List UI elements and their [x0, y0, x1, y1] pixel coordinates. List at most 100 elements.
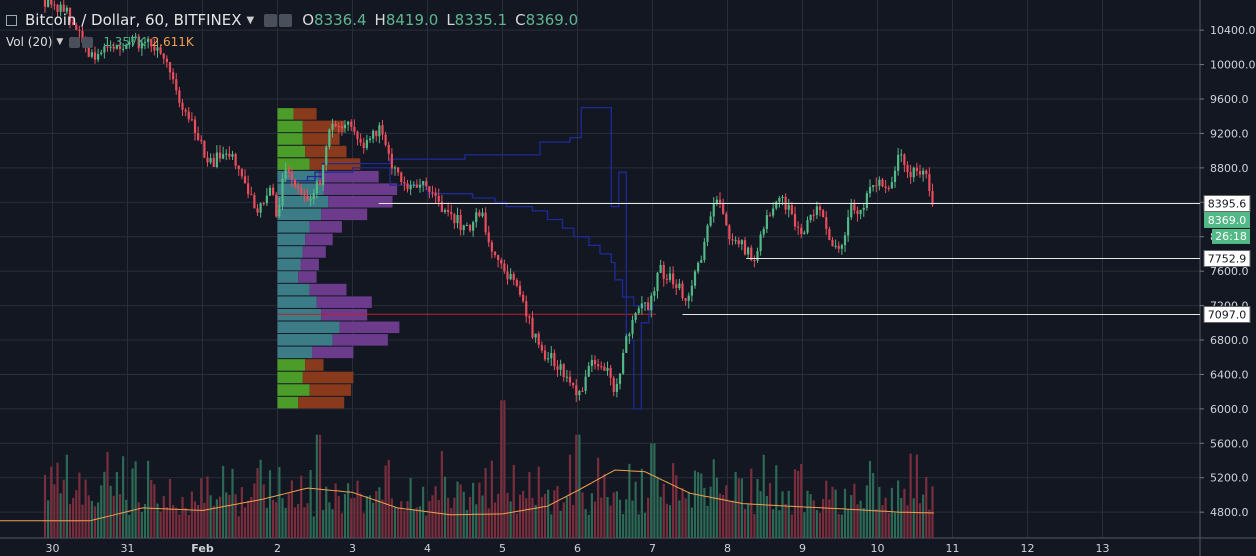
candle-body [209, 158, 212, 163]
volume-bar [278, 466, 281, 538]
profile-row-down [316, 296, 372, 308]
volume-bar [568, 454, 572, 538]
candle-body [193, 119, 197, 134]
volume-bar [881, 505, 884, 538]
volume-bar [206, 476, 209, 538]
volume-bar [428, 501, 431, 538]
candle-body [275, 194, 278, 217]
x-axis[interactable]: 30 31 Feb 2 3 4 5 6 7 8 9 10 11 12 13 [46, 542, 1110, 555]
candle-body [781, 196, 784, 199]
volume-bar [400, 501, 403, 538]
candle-body [615, 383, 618, 392]
profile-row-up [277, 195, 329, 208]
candle-body [722, 202, 725, 214]
chevron-down-icon[interactable]: ▼ [246, 14, 255, 26]
candle-body [347, 121, 350, 125]
profile-row-up [277, 108, 294, 120]
high-label: H [374, 11, 386, 29]
candle-body [656, 272, 659, 292]
candle-body [118, 45, 122, 50]
candle-body [353, 126, 356, 132]
x-tick-label: 7 [649, 542, 656, 555]
volume-bar [918, 503, 922, 538]
candle-body [153, 46, 156, 51]
volume-bar [481, 495, 484, 538]
settings-icon[interactable] [264, 13, 278, 27]
volume-bar [725, 485, 728, 538]
candle-body [187, 111, 190, 120]
candle-body [56, 4, 59, 12]
candle-body [787, 205, 790, 210]
volume-bar [168, 478, 172, 538]
candle-body [268, 187, 272, 196]
volume-bar [387, 459, 390, 538]
candle-body [506, 271, 509, 280]
volume-title[interactable]: Vol (20) [6, 35, 53, 49]
hide-icon[interactable] [82, 36, 94, 48]
volume-bar [743, 508, 747, 538]
x-tick-label: 5 [499, 542, 506, 555]
candle-body [465, 225, 468, 227]
volume-bar [228, 494, 231, 538]
y-axis[interactable]: 10400.010000.09600.09200.08800.08400.080… [1200, 24, 1256, 519]
chevron-down-icon[interactable]: ▼ [56, 37, 64, 47]
hide-icon[interactable] [279, 13, 293, 27]
volume-bar [540, 497, 543, 538]
volume-bar [250, 496, 253, 538]
volume-bar [156, 503, 159, 538]
candle-body [618, 373, 622, 384]
candle-body [162, 53, 165, 59]
horizontal-lines[interactable] [378, 203, 1200, 315]
candle-body [481, 212, 484, 217]
profile-row-down [318, 170, 379, 183]
candle-body [78, 29, 81, 31]
candle-body [362, 142, 365, 149]
volume-bar [190, 491, 193, 538]
candle-body [425, 181, 428, 187]
candle-body [184, 109, 187, 112]
volume-bar [587, 514, 590, 538]
volume-bar [609, 505, 612, 538]
candle-body [122, 48, 125, 50]
volume-bar [447, 497, 450, 538]
profile-row-up [277, 158, 310, 170]
candle-body [843, 235, 847, 246]
candle-body [712, 203, 715, 217]
candle-body [68, 7, 72, 23]
candle-body [803, 232, 806, 235]
candle-body [815, 206, 818, 216]
candle-body [650, 295, 653, 311]
candle-body [331, 124, 334, 130]
candle-body [553, 352, 556, 367]
volume-bar [150, 479, 153, 538]
volume-bar [818, 512, 822, 538]
candle-body [381, 125, 384, 135]
settings-icon[interactable] [69, 36, 81, 48]
volume-bar [409, 477, 412, 538]
volume-bar [147, 460, 150, 538]
candle-body [53, 4, 56, 6]
candle-body [300, 188, 303, 194]
volume-bar [465, 509, 468, 538]
volume-bar [556, 485, 559, 538]
volume-legend: Vol (20) ▼ 1.357K 2.611K [6, 34, 194, 50]
x-tick-label: 10 [871, 542, 885, 555]
candle-body [278, 205, 281, 217]
volume-bar [678, 500, 681, 538]
candle-body [859, 209, 862, 215]
volume-bar [581, 492, 584, 538]
profile-row-down [293, 108, 317, 120]
collapse-square-icon[interactable] [6, 14, 17, 26]
symbol-title[interactable]: Bitcoin / Dollar, 60, BITFINEX [25, 11, 242, 29]
volume-bar [328, 502, 331, 538]
volume-bar [43, 474, 47, 538]
volume-bar [218, 496, 222, 538]
volume-bar [472, 482, 475, 538]
candle-body [918, 171, 922, 175]
candle-body [540, 344, 543, 351]
volume-bar [525, 498, 528, 538]
volume-bar [125, 499, 128, 538]
candle-body [172, 72, 175, 80]
